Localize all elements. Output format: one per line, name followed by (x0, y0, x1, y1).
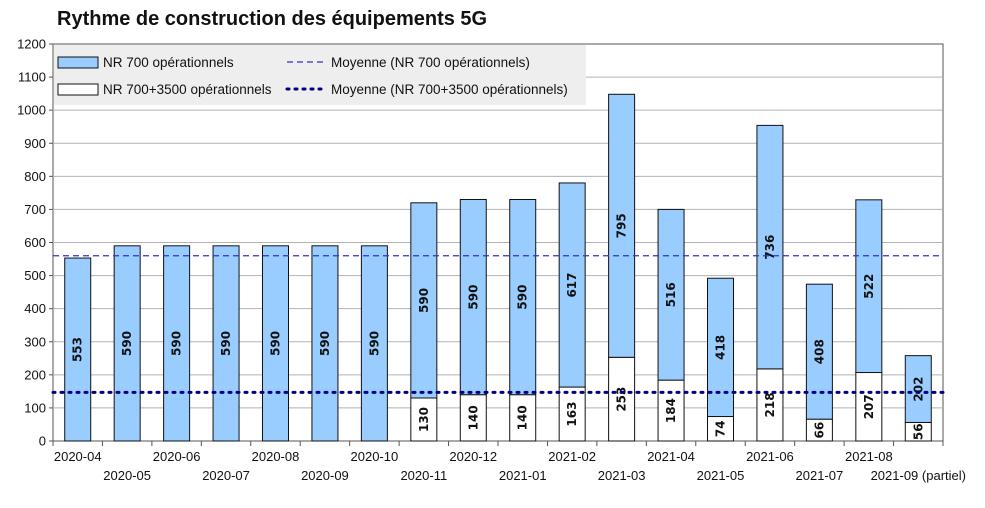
bar-nr700 (212, 245, 240, 442)
legend-box (54, 45, 586, 105)
legend-swatch-nr700 (57, 56, 99, 69)
x-tick-label: 2020-09 (301, 468, 349, 483)
x-tick-label: 2021-01 (499, 468, 547, 483)
bar-nr700 (558, 182, 586, 388)
bar-nr700 (163, 245, 191, 442)
legend-label-average-nr700: Moyenne (NR 700 opérationnels) (331, 55, 530, 70)
data-label-nr700: 590 (120, 331, 134, 356)
data-label-nr700-3500: 66 (812, 422, 826, 439)
y-tick-label: 500 (24, 268, 46, 283)
bar-nr700 (509, 198, 537, 396)
x-tick-label: 2021-05 (697, 468, 745, 483)
x-tick-label: 2021-09 (partiel) (871, 468, 966, 483)
y-tick-label: 0 (39, 434, 46, 449)
x-tick-label: 2020-10 (351, 449, 399, 464)
y-tick-label: 1100 (18, 70, 46, 85)
x-tick-label: 2020-07 (202, 468, 250, 483)
data-label-nr700-3500: 207 (862, 394, 876, 419)
data-label-nr700: 590 (516, 285, 530, 310)
data-label-nr700: 795 (615, 213, 629, 238)
data-label-nr700: 736 (763, 235, 777, 260)
data-label-nr700-3500: 184 (664, 398, 678, 423)
y-tick-label: 1200 (17, 37, 46, 52)
x-tick-label: 2021-06 (746, 449, 794, 464)
x-tick-label: 2020-12 (449, 449, 497, 464)
bar-nr700 (608, 93, 636, 358)
x-tick-label: 2020-04 (54, 449, 102, 464)
legend-label-nr700: NR 700 opérationnels (103, 55, 234, 70)
data-label-nr700-3500: 218 (763, 392, 777, 417)
x-tick-label: 2020-06 (153, 449, 201, 464)
bar-nr700 (459, 198, 487, 396)
bar-nr700 (904, 355, 932, 423)
y-tick-label: 600 (24, 235, 46, 250)
y-tick-label: 100 (24, 400, 46, 415)
data-label-nr700: 590 (219, 331, 233, 356)
legend-label-average-nr700-3500: Moyenne (NR 700+3500 opérationnels) (331, 82, 568, 97)
x-tick-label: 2021-03 (598, 468, 646, 483)
bar-nr700 (262, 245, 289, 442)
bar-nr700 (855, 199, 883, 374)
data-label-nr700: 522 (862, 274, 876, 299)
bar-nr700-3500 (608, 356, 636, 442)
data-label-nr700: 590 (367, 331, 381, 356)
bar-nr700 (311, 245, 339, 442)
x-tick-label: 2020-05 (103, 468, 151, 483)
x-tick-label: 2021-08 (845, 449, 893, 464)
data-label-nr700: 553 (71, 337, 85, 362)
data-label-nr700: 590 (269, 331, 283, 356)
data-label-nr700-3500: 140 (516, 405, 530, 430)
data-label-nr700-3500: 140 (466, 405, 480, 430)
y-tick-label: 1000 (17, 103, 46, 118)
x-tick-label: 2021-02 (548, 449, 596, 464)
data-label-nr700: 590 (170, 331, 184, 356)
bar-nr700-3500 (558, 386, 586, 442)
bar-nr700 (360, 245, 388, 442)
bar-nr700 (805, 283, 833, 420)
x-tick-label: 2021-07 (796, 468, 844, 483)
data-label-nr700: 617 (565, 272, 579, 297)
y-tick-label: 200 (24, 367, 46, 382)
bar-nr700-3500 (459, 394, 487, 442)
x-tick-label: 2021-04 (647, 449, 695, 464)
x-tick-label: 2020-08 (252, 449, 300, 464)
data-label-nr700-3500: 56 (911, 423, 925, 440)
y-tick-label: 400 (24, 301, 46, 316)
legend-swatch-nr700-3500 (57, 83, 99, 96)
y-tick-label: 700 (24, 202, 46, 217)
y-tick-label: 800 (24, 169, 46, 184)
bar-nr700-3500 (756, 368, 784, 442)
chart-title: Rythme de construction des équipements 5… (57, 8, 488, 30)
data-label-nr700: 590 (318, 331, 332, 356)
data-label-nr700-3500: 130 (417, 407, 431, 432)
data-label-nr700: 516 (664, 282, 678, 307)
y-tick-label: 900 (24, 136, 46, 151)
bar-nr700 (113, 245, 141, 442)
data-label-nr700: 408 (812, 339, 826, 364)
data-label-nr700: 418 (714, 335, 728, 360)
data-label-nr700-3500: 253 (615, 387, 629, 412)
bar-nr700 (756, 124, 784, 370)
data-label-nr700-3500: 163 (565, 402, 579, 427)
data-label-nr700: 590 (466, 285, 480, 310)
y-tick-label: 300 (24, 334, 46, 349)
bar-nr700 (410, 202, 438, 399)
x-tick-label: 2020-11 (400, 468, 447, 483)
bar-nr700 (64, 257, 92, 442)
bar-nr700 (657, 208, 685, 381)
data-label-nr700-3500: 74 (714, 420, 728, 437)
legend-label-nr700-3500: NR 700+3500 opérationnels (103, 82, 272, 97)
data-label-nr700: 202 (911, 377, 925, 402)
data-label-nr700: 590 (417, 288, 431, 313)
